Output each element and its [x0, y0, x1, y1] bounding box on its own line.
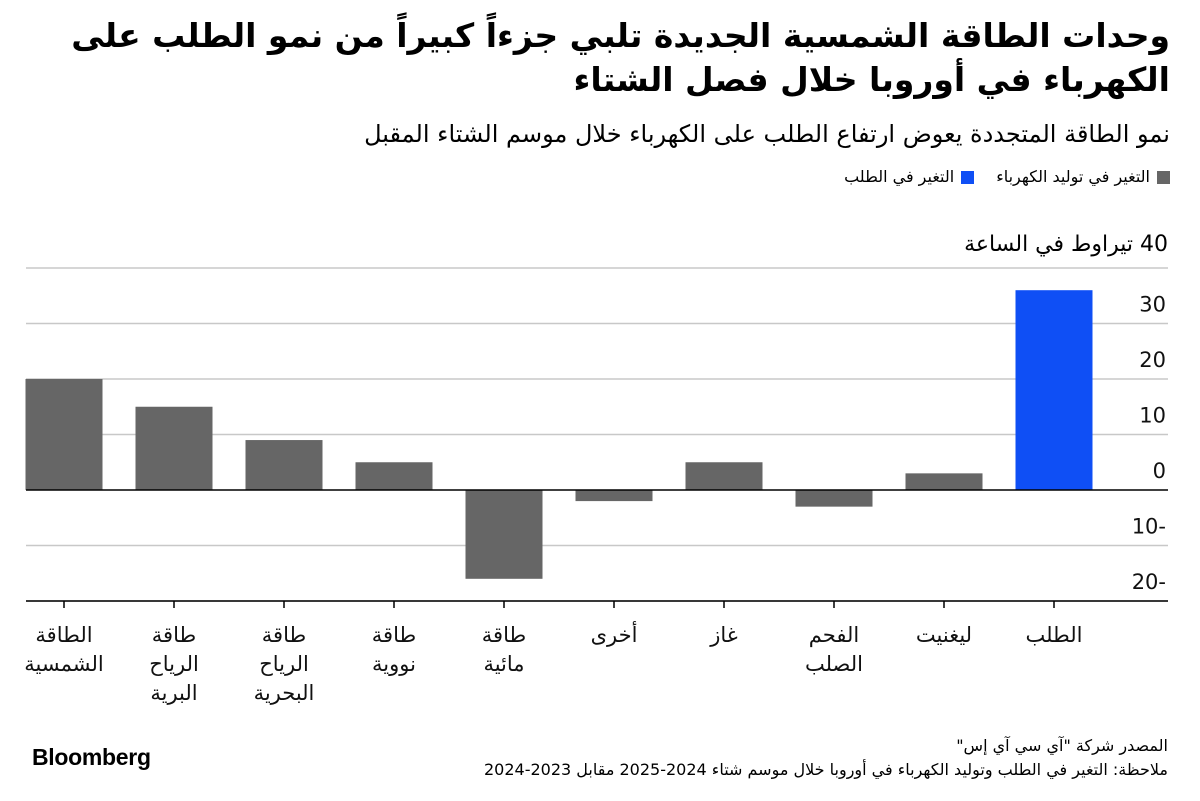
- legend: التغير في توليد الكهرباء التغير في الطلب: [844, 166, 1170, 188]
- bar-generation: [795, 490, 873, 507]
- legend-item-demand: التغير في الطلب: [844, 166, 975, 188]
- bar-generation: [905, 473, 983, 490]
- y-tick-label: 30: [1139, 293, 1166, 317]
- legend-label-demand: التغير في الطلب: [844, 167, 955, 186]
- bar-generation: [135, 406, 213, 490]
- bar-generation: [355, 462, 433, 490]
- y-tick-label: 10-: [1132, 515, 1166, 539]
- x-tick-label: طاقة الرياح البحرية: [254, 623, 315, 705]
- footnote: ملاحظة: التغير في الطلب وتوليد الكهرباء …: [483, 760, 1168, 779]
- y-tick-label: 0: [1153, 459, 1166, 483]
- x-tick-label: أخرى: [591, 621, 638, 647]
- x-axis-labels: الطاقة الشمسية طاقة الرياح البرية طاقة الرياح ا…: [24, 601, 1083, 705]
- chart-subtitle: نمو الطاقة المتجددة يعوض ارتفاع الطلب عل…: [364, 120, 1170, 148]
- legend-item-generation: التغير في توليد الكهرباء: [996, 166, 1170, 188]
- x-tick-label: غاز: [709, 623, 738, 647]
- zero-line-group: [26, 489, 1168, 602]
- x-tick-label: الطلب: [1025, 623, 1082, 647]
- legend-label-generation: التغير في توليد الكهرباء: [996, 167, 1150, 186]
- source-note: المصدر شركة "آي سي آي إس": [956, 736, 1168, 755]
- x-tick-label: ليغنيت: [916, 623, 972, 647]
- bar-generation: [465, 490, 543, 579]
- chart-title: وحدات الطاقة الشمسية الجديدة تلبي جزءاً …: [71, 16, 1170, 99]
- y-tick-label: 10: [1139, 404, 1166, 428]
- y-axis-unit-label: 40 تيراوط في الساعة: [964, 232, 1168, 257]
- x-tick-label: طاقة نووية: [372, 623, 416, 676]
- bars: [25, 290, 1093, 579]
- legend-swatch-demand: [961, 170, 975, 184]
- legend-swatch-generation: [1157, 170, 1170, 184]
- x-tick-label: الطاقة الشمسية: [24, 623, 103, 676]
- x-tick-label: طاقة الرياح البرية: [149, 623, 199, 705]
- x-tick-label: الفحم الصلب: [805, 623, 863, 676]
- bar-generation: [25, 379, 103, 490]
- x-tick-label: طاقة مائية: [482, 623, 526, 676]
- bar-generation: [245, 440, 323, 490]
- bloomberg-logo: Bloomberg: [32, 744, 151, 770]
- y-tick-label: 20: [1139, 348, 1166, 372]
- y-tick-label: 20-: [1132, 570, 1166, 594]
- bar-generation: [685, 462, 763, 490]
- bar-demand: [1015, 290, 1093, 490]
- y-axis-ticks: 30 20 10 0 10- 20-: [1132, 293, 1166, 595]
- bar-generation: [575, 490, 653, 502]
